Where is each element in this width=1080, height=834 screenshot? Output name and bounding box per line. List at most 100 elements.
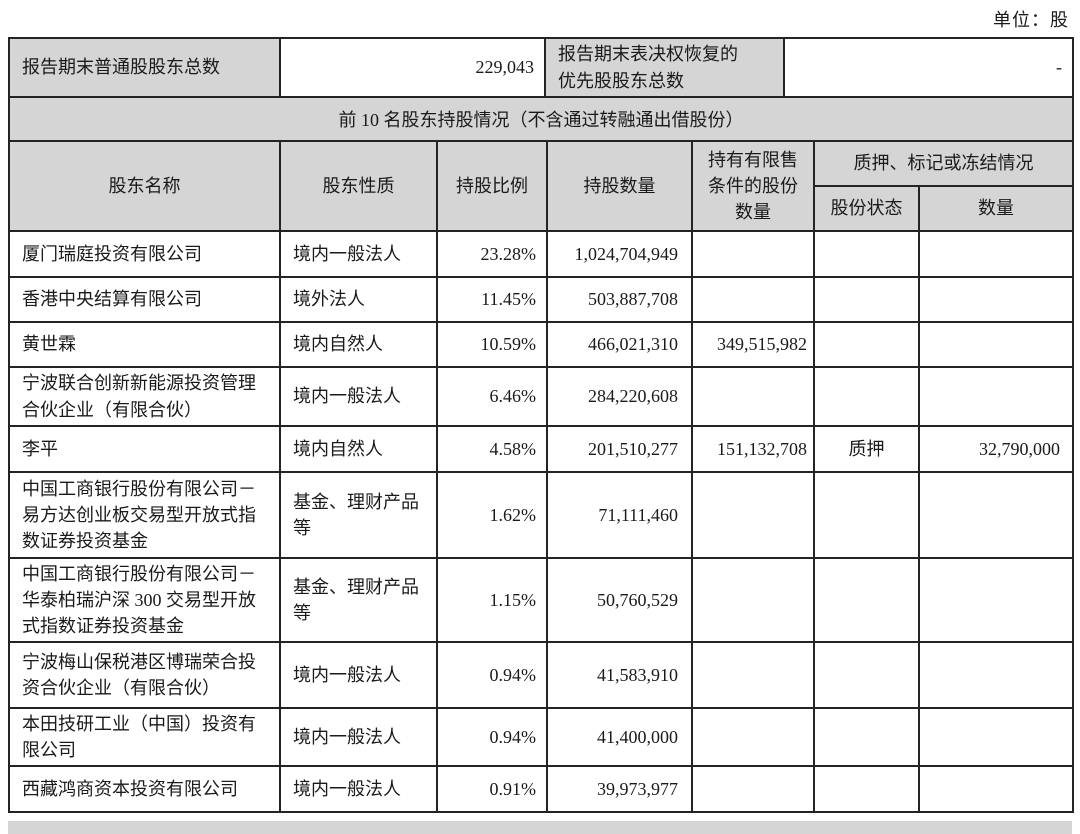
cell-pledge-status: [813, 366, 920, 427]
ordinary-holders-value: 229,043: [279, 37, 546, 98]
cell-shareholder-name: 宁波梅山保税港区博瑞荣合投资合伙企业（有限合伙）: [8, 641, 281, 710]
cell-shareholder-name: 香港中央结算有限公司: [8, 276, 281, 323]
cell-pledge-status: [813, 321, 920, 368]
table-row: 西藏鸿商资本投资有限公司 境内一般法人 0.91% 39,973,977: [8, 765, 1074, 814]
cell-shareholder-name: 中国工商银行股份有限公司－易方达创业板交易型开放式指数证券投资基金: [8, 471, 281, 559]
summary-row: 报告期末普通股股东总数 229,043 报告期末表决权恢复的优先股股东总数 -: [8, 37, 1074, 98]
cell-shareholder-nature: 境内一般法人: [279, 707, 438, 768]
table-row: 本田技研工业（中国）投资有限公司 境内一般法人 0.94% 41,400,000: [8, 707, 1074, 768]
cell-pledge-status: [813, 556, 920, 644]
cell-shareholder-nature: 境内一般法人: [279, 765, 438, 814]
cell-holding-ratio: 11.45%: [436, 276, 548, 323]
cell-pledge-status: [813, 471, 920, 559]
table-row: 中国工商银行股份有限公司－易方达创业板交易型开放式指数证券投资基金 基金、理财产…: [8, 471, 1074, 559]
cell-pledge-qty: [918, 707, 1074, 768]
cell-pledge-qty: [918, 276, 1074, 323]
cell-holding-ratio: 23.28%: [436, 230, 548, 278]
table-row: 宁波梅山保税港区博瑞荣合投资合伙企业（有限合伙） 境内一般法人 0.94% 41…: [8, 641, 1074, 710]
next-row-strip: [8, 821, 1072, 834]
section-title: 前 10 名股东持股情况（不含通过转融通出借股份）: [8, 96, 1074, 144]
cell-holding-ratio: 6.46%: [436, 366, 548, 427]
cell-holding-ratio: 1.15%: [436, 556, 548, 644]
cell-shareholder-nature: 境内自然人: [279, 321, 438, 368]
cell-holding-ratio: 0.94%: [436, 641, 548, 710]
cell-restricted-shares: [691, 276, 815, 323]
cell-shareholder-name: 西藏鸿商资本投资有限公司: [8, 765, 281, 814]
cell-shareholder-name: 中国工商银行股份有限公司－华泰柏瑞沪深 300 交易型开放式指数证券投资基金: [8, 556, 281, 644]
cell-shares-held: 503,887,708: [546, 276, 693, 323]
table-header-row-sub: 股份状态 数量: [9, 185, 1074, 232]
header-restricted-shares: 持有有限售条件的股份数量: [691, 140, 815, 232]
cell-pledge-status: [813, 276, 920, 323]
cell-holding-ratio: 0.94%: [436, 707, 548, 768]
cell-shares-held: 41,400,000: [546, 707, 693, 768]
cell-restricted-shares: [691, 765, 815, 814]
cell-pledge-qty: [918, 471, 1074, 559]
section-title-row: 前 10 名股东持股情况（不含通过转融通出借股份）: [8, 96, 1074, 144]
cell-pledge-status: [813, 230, 920, 278]
ordinary-holders-label: 报告期末普通股股东总数: [8, 37, 281, 98]
cell-shares-held: 201,510,277: [546, 425, 693, 473]
header-shareholder-name: 股东名称: [8, 140, 281, 232]
cell-shareholder-nature: 境外法人: [279, 276, 438, 323]
cell-shares-held: 466,021,310: [546, 321, 693, 368]
cell-holding-ratio: 4.58%: [436, 425, 548, 473]
cell-shareholder-nature: 境内自然人: [279, 425, 438, 473]
cell-shareholder-nature: 基金、理财产品等: [279, 471, 438, 559]
cell-shareholder-nature: 境内一般法人: [279, 230, 438, 278]
header-pledge-group: 质押、标记或冻结情况: [813, 140, 1074, 187]
cell-restricted-shares: 151,132,708: [691, 425, 815, 473]
cell-pledge-qty: [918, 641, 1074, 710]
cell-restricted-shares: [691, 230, 815, 278]
cell-shares-held: 50,760,529: [546, 556, 693, 644]
cell-pledge-qty: [918, 765, 1074, 814]
preferred-holders-label: 报告期末表决权恢复的优先股股东总数: [544, 37, 785, 98]
cell-restricted-shares: [691, 707, 815, 768]
cell-shares-held: 284,220,608: [546, 366, 693, 427]
cell-restricted-shares: 349,515,982: [691, 321, 815, 368]
cell-holding-ratio: 0.91%: [436, 765, 548, 814]
cell-shares-held: 41,583,910: [546, 641, 693, 710]
header-shares-held: 持股数量: [546, 140, 693, 232]
cell-restricted-shares: [691, 366, 815, 427]
table-header-row-top: 股东名称 股东性质 持股比例 持股数量 持有有限售条件的股份数量 质押、标记或冻…: [8, 140, 1074, 232]
cell-pledge-qty: [918, 556, 1074, 644]
table-row: 黄世霖 境内自然人 10.59% 466,021,310 349,515,982: [8, 321, 1074, 368]
cell-pledge-qty: 32,790,000: [918, 425, 1074, 473]
cell-shareholder-name: 厦门瑞庭投资有限公司: [8, 230, 281, 278]
cell-pledge-qty: [918, 230, 1074, 278]
summary-table: 报告期末普通股股东总数 229,043 报告期末表决权恢复的优先股股东总数 - …: [8, 37, 1074, 144]
cell-holding-ratio: 1.62%: [436, 471, 548, 559]
cell-holding-ratio: 10.59%: [436, 321, 548, 368]
cell-shareholder-nature: 基金、理财产品等: [279, 556, 438, 644]
cell-shareholder-name: 宁波联合创新新能源投资管理合伙企业（有限合伙）: [8, 366, 281, 427]
cell-restricted-shares: [691, 556, 815, 644]
cell-pledge-status: [813, 641, 920, 710]
cell-shareholder-nature: 境内一般法人: [279, 366, 438, 427]
cell-pledge-status: [813, 765, 920, 814]
cell-shares-held: 71,111,460: [546, 471, 693, 559]
unit-label: 单位：股: [993, 10, 1069, 30]
cell-shares-held: 39,973,977: [546, 765, 693, 814]
table-row: 宁波联合创新新能源投资管理合伙企业（有限合伙） 境内一般法人 6.46% 284…: [8, 366, 1074, 427]
table-row: 中国工商银行股份有限公司－华泰柏瑞沪深 300 交易型开放式指数证券投资基金 基…: [8, 556, 1074, 644]
table-row: 厦门瑞庭投资有限公司 境内一般法人 23.28% 1,024,704,949: [8, 230, 1074, 278]
shareholder-table: 股东名称 股东性质 持股比例 持股数量 持有有限售条件的股份数量 质押、标记或冻…: [8, 140, 1074, 814]
cell-pledge-status: [813, 707, 920, 768]
cell-pledge-qty: [918, 366, 1074, 427]
header-holding-ratio: 持股比例: [436, 140, 548, 232]
cell-restricted-shares: [691, 471, 815, 559]
cell-restricted-shares: [691, 641, 815, 710]
table-row: 香港中央结算有限公司 境外法人 11.45% 503,887,708: [8, 276, 1074, 323]
cell-pledge-status: 质押: [813, 425, 920, 473]
cell-shareholder-nature: 境内一般法人: [279, 641, 438, 710]
cell-shareholder-name: 李平: [8, 425, 281, 473]
header-pledge-qty: 数量: [918, 185, 1074, 232]
cell-shareholder-name: 黄世霖: [8, 321, 281, 368]
preferred-holders-value: -: [783, 37, 1074, 98]
cell-pledge-qty: [918, 321, 1074, 368]
header-pledge-status: 股份状态: [813, 185, 920, 232]
header-shareholder-nature: 股东性质: [279, 140, 438, 232]
cell-shareholder-name: 本田技研工业（中国）投资有限公司: [8, 707, 281, 768]
